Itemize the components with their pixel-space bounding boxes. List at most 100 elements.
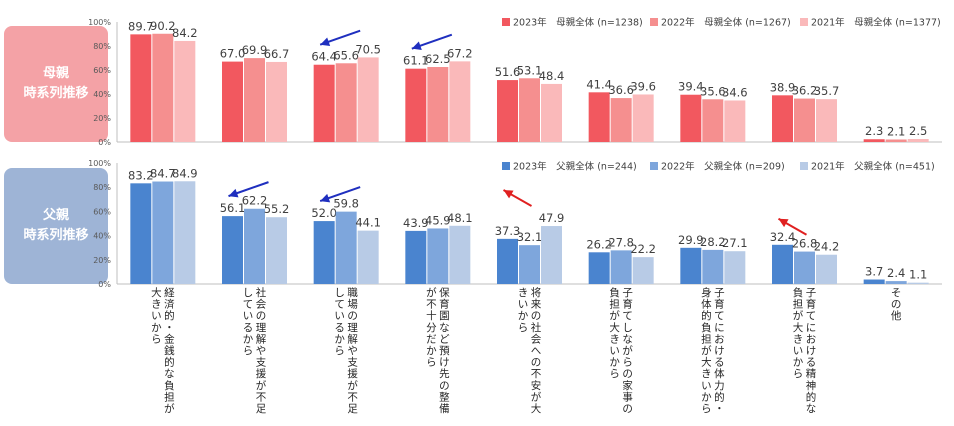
data-label: 2.5 [909, 124, 927, 138]
data-label: 90.2 [150, 19, 176, 33]
data-label: 39.6 [630, 79, 656, 93]
bar-father-s1-c7 [794, 251, 815, 284]
data-label: 39.4 [678, 80, 704, 94]
data-label: 67.2 [447, 46, 473, 60]
data-label: 62.2 [242, 194, 268, 208]
bar-father-s2-c5 [632, 257, 654, 284]
data-label: 51.6 [495, 65, 521, 79]
category-label: その他 [891, 287, 902, 322]
data-label: 84.2 [172, 26, 198, 40]
bar-mother-s2-c8 [907, 139, 929, 142]
y-tick-label: 40% [93, 90, 111, 99]
trend-arrow-head [228, 188, 239, 198]
data-label: 66.7 [264, 47, 290, 61]
data-label: 35.7 [814, 84, 840, 98]
data-label: 38.9 [770, 80, 796, 94]
legend-swatch [502, 162, 510, 170]
bar-father-s1-c8 [885, 281, 907, 284]
legend-swatch [800, 18, 808, 26]
category-label: 職場の理解や支援が不足しているから [334, 287, 358, 415]
bar-father-s0-c1 [222, 216, 243, 284]
bar-father-s0-c7 [772, 244, 793, 284]
category-label: 将来の社会への不安が大きいから [518, 287, 542, 415]
bar-mother-s2-c0 [174, 40, 196, 142]
data-label: 2.3 [865, 124, 883, 138]
data-label: 44.1 [355, 216, 381, 230]
bar-father-s2-c3 [449, 225, 471, 284]
category-label: 保育園など預け先の整備が不十分だから [426, 286, 450, 415]
bar-mother-s0-c6 [680, 94, 702, 142]
y-tick-label: 40% [93, 232, 111, 241]
data-label: 32.4 [770, 230, 796, 244]
bar-mother-s1-c0 [152, 33, 174, 143]
data-label: 37.3 [495, 224, 521, 238]
bar-mother-s0-c3 [405, 68, 427, 142]
data-label: 84.9 [172, 166, 198, 180]
legend-label: 2021年 父親全体 (n=451) [811, 161, 935, 173]
category-label: 社会の理解や支援が不足しているから [243, 286, 267, 415]
data-label: 84.7 [150, 167, 176, 181]
data-label: 64.4 [311, 50, 337, 64]
data-label: 2.4 [887, 266, 905, 280]
data-label: 55.2 [264, 202, 290, 216]
trend-arrow-head [320, 193, 331, 203]
legend-label: 2023年 母親全体 (n=1238) [513, 17, 643, 29]
trend-arrow-head [778, 218, 789, 228]
y-tick-label: 20% [93, 114, 111, 123]
legend-swatch [502, 18, 510, 26]
data-label: 34.6 [722, 85, 748, 99]
category-label: 経済的・金銭的な負担が大きいから [151, 286, 175, 415]
data-label: 29.9 [678, 233, 704, 247]
bar-father-s2-c7 [816, 254, 837, 284]
legend-swatch [800, 162, 808, 170]
bar-mother-s2-c6 [724, 100, 746, 142]
y-tick-label: 100% [88, 159, 111, 168]
data-label: 45.9 [425, 213, 451, 227]
bar-father-s0-c6 [680, 247, 702, 284]
father-panel-label: 父親 時系列推移 [4, 168, 108, 284]
trend-arrow-head [411, 41, 422, 50]
data-label: 28.2 [700, 235, 726, 249]
bar-mother-s0-c7 [772, 95, 793, 142]
data-label: 32.1 [517, 230, 543, 244]
y-tick-label: 60% [93, 66, 111, 75]
bar-mother-s1-c1 [244, 58, 265, 143]
mother-chart: 0% 20% 40% 60% 80% 100% 89.7 67.0 64.4 61.1 51.6 41… [88, 17, 942, 147]
bar-mother-s1-c3 [427, 67, 449, 142]
bar-mother-s0-c5 [588, 92, 610, 142]
bar-father-s0-c8 [863, 279, 885, 284]
legend-label: 2022年 父親全体 (n=209) [661, 161, 785, 173]
bar-father-s1-c0 [152, 181, 174, 284]
y-tick-label: 80% [93, 183, 111, 192]
bar-mother-s2-c4 [541, 83, 562, 142]
trend-arrow-head [503, 190, 514, 199]
data-label: 35.6 [700, 84, 726, 98]
bar-mother-s1-c6 [702, 99, 724, 142]
bar-father-s0-c3 [405, 230, 427, 284]
bar-mother-s2-c1 [266, 61, 287, 142]
data-label: 26.8 [792, 237, 818, 251]
data-label: 89.7 [128, 19, 154, 33]
data-label: 69.9 [242, 43, 268, 57]
data-label: 43.9 [403, 216, 429, 230]
category-label: 子育てしながらの家事の負担が大きいから [609, 287, 633, 415]
bar-mother-s2-c3 [449, 61, 471, 142]
data-label: 70.5 [355, 42, 381, 56]
bar-father-s2-c6 [724, 251, 746, 284]
bar-mother-s0-c8 [863, 139, 885, 142]
bar-mother-s1-c2 [335, 63, 357, 142]
data-label: 59.8 [333, 197, 359, 211]
data-label: 1.1 [909, 268, 927, 282]
bar-father-s0-c2 [313, 221, 335, 284]
bar-father-s2-c0 [174, 181, 196, 284]
data-label: 41.4 [586, 77, 612, 91]
data-label: 24.2 [814, 240, 840, 254]
data-label: 52.0 [311, 206, 337, 220]
y-tick-label: 80% [93, 42, 111, 51]
data-label: 67.0 [220, 47, 246, 61]
bar-father-s1-c5 [610, 250, 632, 284]
data-label: 47.9 [539, 211, 565, 225]
bar-father-s2-c4 [541, 226, 562, 284]
bar-father-s1-c4 [519, 245, 540, 284]
data-label: 3.7 [865, 265, 883, 279]
